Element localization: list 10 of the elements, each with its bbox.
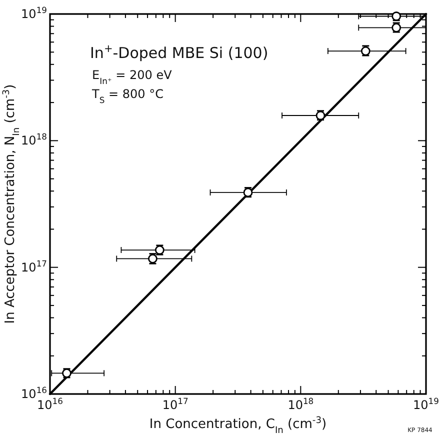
- x-tick-label: 10$^{19}$: [413, 396, 439, 412]
- x-tick-label: 10$^{17}$: [162, 396, 188, 412]
- annotation: T$_{S}$ = 800 °C: [91, 87, 164, 105]
- y-tick-label: 10$^{17}$: [21, 258, 47, 274]
- x-tick-label: 10$^{18}$: [288, 396, 314, 412]
- x-axis-title: In Concentration, C$_{In}$ (cm$^{-3}$): [149, 416, 327, 436]
- annotation: E$_{In⁺}$ = 200 eV: [92, 68, 173, 86]
- y-tick-label: 10$^{19}$: [21, 5, 47, 21]
- y-tick-label: 10$^{18}$: [21, 132, 47, 148]
- annotation: In$^{+}$-Doped MBE Si (100): [90, 43, 268, 62]
